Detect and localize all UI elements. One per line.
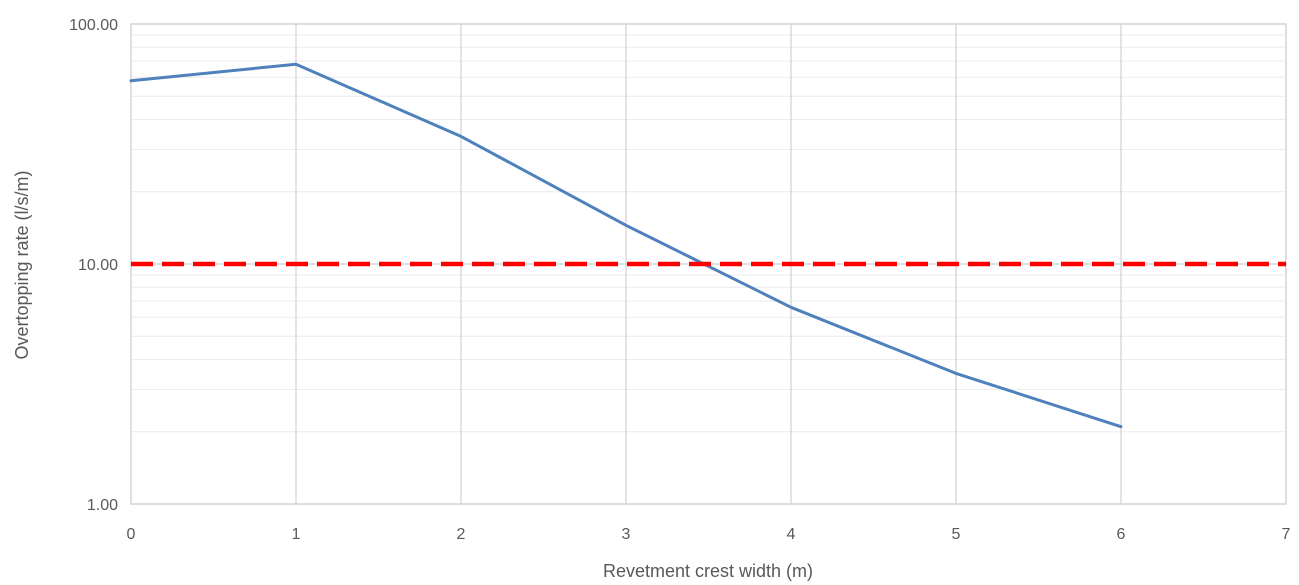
series-layer xyxy=(129,62,1286,429)
y-tick-labels: 1.00 10.00 100.00 xyxy=(69,17,118,514)
x-axis-title: Revetment crest width (m) xyxy=(603,561,813,581)
x-tick-label: 2 xyxy=(457,526,466,543)
x-tick-label: 5 xyxy=(952,526,961,543)
x-tick-label: 0 xyxy=(127,526,136,543)
x-tick-label: 1 xyxy=(292,526,301,543)
y-tick-label: 10.00 xyxy=(78,257,118,274)
x-tick-label: 6 xyxy=(1117,526,1126,543)
series-line xyxy=(129,62,1123,429)
y-tick-label: 1.00 xyxy=(87,497,118,514)
x-tick-label: 4 xyxy=(787,526,796,543)
x-tick-label: 3 xyxy=(622,526,631,543)
x-tick-label: 7 xyxy=(1282,526,1291,543)
y-axis-title: Overtopping rate (l/s/m) xyxy=(12,170,32,359)
x-tick-labels: 0 1 2 3 4 5 6 7 xyxy=(127,526,1291,543)
y-tick-label: 100.00 xyxy=(69,17,118,34)
